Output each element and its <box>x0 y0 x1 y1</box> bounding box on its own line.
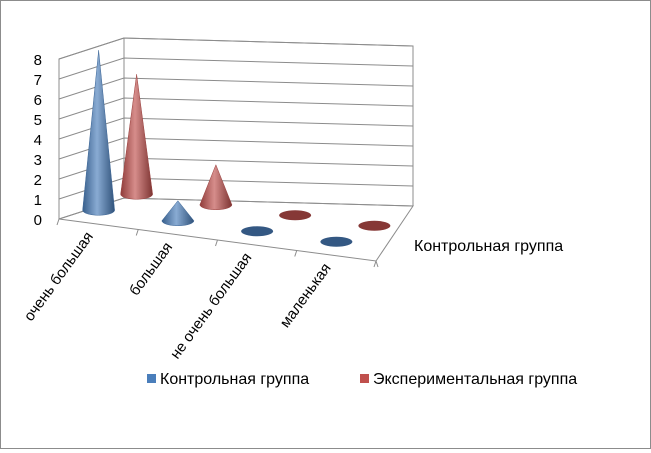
control-cone <box>241 226 274 237</box>
experimental-cone-base <box>358 220 391 231</box>
y-tick-label: 7 <box>34 72 42 89</box>
gridline <box>58 97 414 120</box>
y-tick-label: 0 <box>34 212 42 229</box>
legend-swatch <box>147 374 156 383</box>
x-category-label: очень большая <box>21 229 97 325</box>
x-tick <box>56 218 60 226</box>
legend-label: Экспериментальная группа <box>373 371 577 388</box>
y-tick-label: 2 <box>34 172 42 189</box>
gridline <box>58 117 414 140</box>
y-tick-label: 8 <box>34 52 42 69</box>
legend-swatch <box>360 374 369 383</box>
control-cone-body <box>82 50 115 216</box>
x-tick <box>373 260 377 268</box>
depth-axis-label: Контрольная группа <box>414 238 563 255</box>
legend-label: Контрольная группа <box>160 371 309 388</box>
gridline <box>58 137 414 160</box>
control-cone <box>82 50 115 216</box>
control-cone-base <box>241 226 274 237</box>
depth-axis-tick <box>375 260 379 268</box>
y-tick-label: 3 <box>34 152 42 169</box>
experimental-cone <box>279 210 312 221</box>
y-tick-label: 6 <box>34 92 42 109</box>
gridline <box>58 37 414 60</box>
experimental-cone <box>358 220 391 231</box>
experimental-cone <box>120 74 153 200</box>
y-tick-label: 5 <box>34 112 42 129</box>
experimental-cone <box>199 164 233 210</box>
y-tick-label: 4 <box>34 132 42 149</box>
experimental-cone-body <box>120 74 153 200</box>
gridline <box>58 57 414 80</box>
experimental-cone-body <box>199 164 233 210</box>
experimental-cone-base <box>279 210 312 221</box>
y-tick-label: 1 <box>34 192 42 209</box>
control-cone-base <box>320 236 353 247</box>
gridline <box>58 77 414 100</box>
control-cone-body <box>161 200 195 226</box>
x-tick <box>294 250 298 257</box>
x-category-label: не очень большая <box>167 250 255 363</box>
x-tick <box>135 229 139 236</box>
x-category-label: большая <box>126 239 176 299</box>
control-cone <box>161 200 195 226</box>
x-tick <box>215 239 218 247</box>
x-category-label: маленькая <box>277 260 335 331</box>
control-cone <box>320 236 353 247</box>
gridline <box>58 157 414 180</box>
